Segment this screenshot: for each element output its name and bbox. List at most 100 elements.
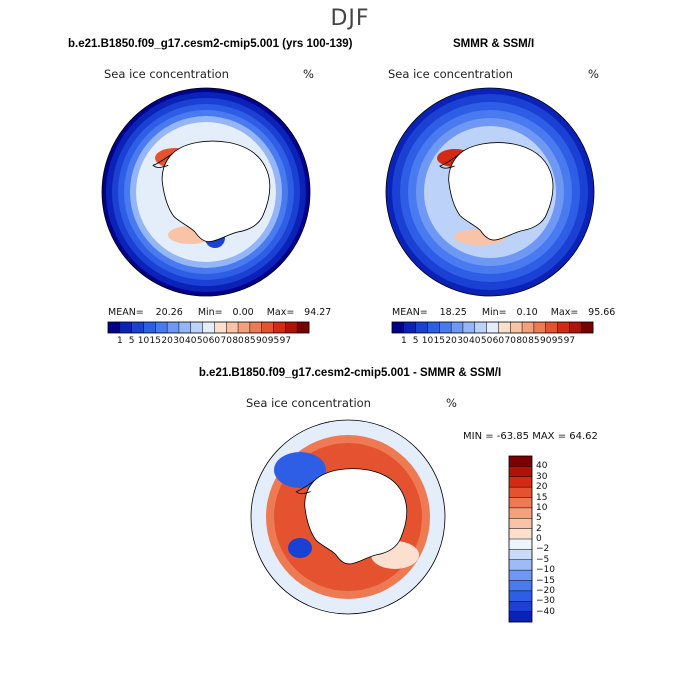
season-title: DJF <box>330 6 370 31</box>
colorbar-1-tick-label: 20 <box>161 336 173 346</box>
panel-2-max-label: Max= <box>550 307 579 318</box>
panel-2-title: SMMR & SSM/I <box>453 38 535 50</box>
colorbar-2-swatch <box>557 322 570 333</box>
colorbar-2-tick-label: 95 <box>551 336 564 346</box>
colorbar-2-swatch <box>498 322 511 333</box>
colorbar-2-tick-label: 5 <box>412 336 419 346</box>
colorbar-1-swatch <box>108 322 121 333</box>
panel-1-max-label: Max= <box>266 307 295 318</box>
panel-1-variable-label: Sea ice concentration <box>104 67 229 81</box>
colorbar-3-swatch <box>509 559 532 571</box>
colorbar-2-tick-label: 1 <box>400 336 407 346</box>
colorbar-2-tick-label: 40 <box>469 336 481 346</box>
colorbar-1-swatch <box>285 322 298 333</box>
colorbar-1-tick-label: 10 <box>137 336 150 346</box>
colorbar-1-tick-label: 15 <box>149 336 162 346</box>
colorbar-2-swatch <box>581 322 594 333</box>
colorbar-1-swatch <box>143 322 156 333</box>
colorbar-1-tick-label: 80 <box>232 336 244 346</box>
panel-1-map-border <box>101 87 311 297</box>
colorbar-3-swatch <box>509 456 532 467</box>
panel-1-colorbar <box>107 321 310 334</box>
colorbar-3-swatch <box>509 466 532 478</box>
colorbar-3-swatch <box>509 590 532 602</box>
colorbar-1-swatch <box>214 322 227 333</box>
colorbar-1-swatch <box>202 322 215 333</box>
colorbar-3-swatch <box>509 549 532 561</box>
panel-3-variable-label: Sea ice concentration <box>246 396 371 410</box>
colorbar-3-tick-label: 0 <box>536 534 542 544</box>
colorbar-2-tick-label: 85 <box>528 336 540 346</box>
colorbar-1-swatch <box>249 322 263 333</box>
colorbar-1-tick-label: 70 <box>220 336 232 346</box>
panel-3-title: b.e21.B1850.f09_g17.cesm2-cmip5.001 - SM… <box>198 367 502 379</box>
colorbar-2-tick-label: 15 <box>433 336 446 346</box>
colorbar-3-tick-label: 15 <box>536 492 548 503</box>
panel-1-min-label: Min= <box>197 307 223 318</box>
panel-1-mean-label: MEAN= <box>108 307 144 318</box>
colorbar-1-swatch <box>155 322 168 333</box>
colorbar-2-tick-label: 30 <box>457 336 469 346</box>
colorbar-3-tick-label: 30 <box>536 471 548 482</box>
colorbar-2-tick-label: 70 <box>504 336 516 346</box>
colorbar-3-swatch <box>509 497 532 509</box>
panel-1-units-label: % <box>303 67 314 81</box>
colorbar-3-swatch <box>509 539 532 550</box>
panel-3-units-label: % <box>446 396 457 410</box>
colorbar-2-swatch <box>545 322 558 333</box>
panel-3-stats: MIN = -63.85 MAX = 64.62 <box>463 431 598 442</box>
colorbar-1-swatch <box>119 322 132 333</box>
panel-1-colorbar-ticks: 1 5 10 15 20 30 40 50 60 70 80 85 90 95 97 <box>0 336 700 348</box>
colorbar-1-tick-label: 5 <box>128 336 135 346</box>
panel-3-colorbar-ticks: 40 30 20 15 10 5 2 0 −2 −5 −10 −15 −20 −30 −40 <box>536 455 596 625</box>
colorbar-2-swatch <box>415 322 428 333</box>
colorbar-2-swatch <box>522 322 535 333</box>
colorbar-3-tick-label: −5 <box>536 554 550 565</box>
panel-3-map <box>251 420 445 614</box>
colorbar-3-swatch <box>509 487 532 498</box>
colorbar-3-tick-label: −30 <box>536 596 555 607</box>
colorbar-1-tick-label: 60 <box>208 336 221 346</box>
colorbar-2-tick-label: 10 <box>421 336 434 346</box>
colorbar-1-tick-label: 40 <box>185 336 197 346</box>
colorbar-3-tick-label: −40 <box>536 606 555 617</box>
colorbar-1-swatch <box>190 322 203 333</box>
colorbar-3-tick-label: 10 <box>536 502 548 513</box>
colorbar-3-swatch <box>509 507 532 519</box>
colorbar-3-tick-label: 40 <box>536 461 548 472</box>
panel-2-variable-label: Sea ice concentration <box>388 67 513 81</box>
panel-2-map <box>386 88 594 296</box>
colorbar-2-swatch <box>486 322 499 333</box>
colorbar-1-tick-label: 50 <box>196 336 209 346</box>
colorbar-1-tick-label: 90 <box>255 336 268 346</box>
colorbar-1-swatch <box>273 322 286 333</box>
panel-2-max-value: 95.66 <box>588 307 616 318</box>
colorbar-2-swatch <box>462 322 476 333</box>
colorbar-1-tick-label: 1 <box>116 336 123 346</box>
panel-1-min-value: 0.00 <box>232 307 254 318</box>
colorbar-3-tick-label: 2 <box>536 523 542 534</box>
panel-2-map-border <box>385 87 595 297</box>
colorbar-2-frame <box>391 321 594 334</box>
colorbar-3-swatch <box>509 611 532 623</box>
colorbar-1-swatch <box>131 322 144 333</box>
colorbar-2-tick-label: 50 <box>480 336 493 346</box>
colorbar-1-swatch <box>178 322 192 333</box>
panel-1-title: b.e21.B1850.f09_g17.cesm2-cmip5.001 (yrs… <box>68 38 353 50</box>
panel-3-colorbar <box>508 455 533 623</box>
colorbar-1-tick-label: 97 <box>279 336 292 346</box>
colorbar-2-tick-label: 20 <box>445 336 457 346</box>
panel-1-stats: MEAN= 20.26 Min= 0.00 Max= 94.27 <box>108 307 331 318</box>
colorbar-2-tick-label: 90 <box>539 336 552 346</box>
colorbar-3-swatch <box>509 528 532 540</box>
colorbar-2-swatch <box>569 322 582 333</box>
colorbar-1-swatch <box>226 322 239 333</box>
colorbar-3-tick-label: −20 <box>536 585 555 596</box>
colorbar-2-swatch <box>510 322 523 333</box>
colorbar-3-tick-label: −2 <box>536 544 550 555</box>
colorbar-2-swatch <box>439 322 452 333</box>
colorbar-3-swatch <box>509 476 532 488</box>
colorbar-3-swatch <box>509 518 532 529</box>
colorbar-1-tick-label: 85 <box>244 336 256 346</box>
